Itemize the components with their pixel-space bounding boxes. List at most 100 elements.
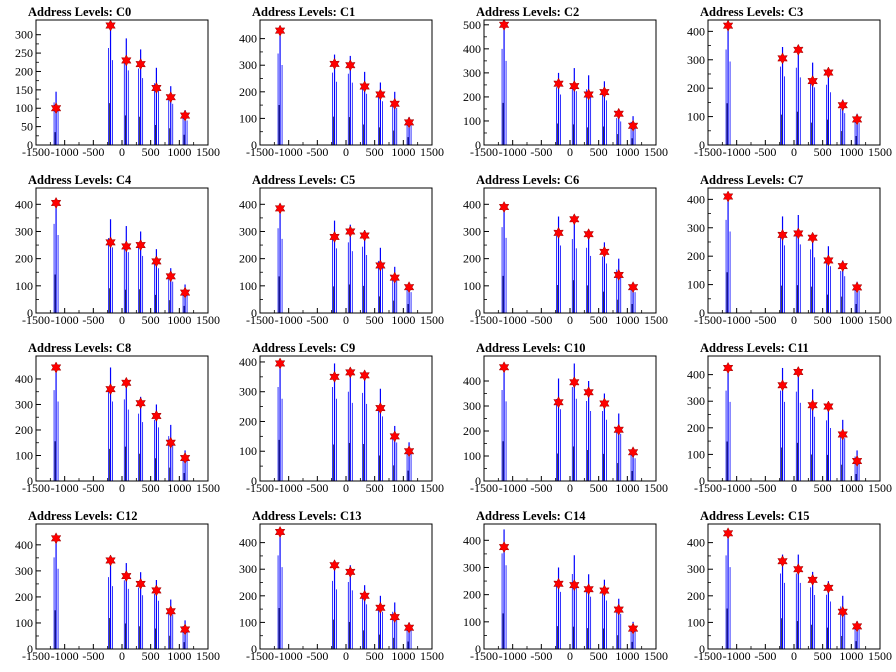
- x-tick-label: 1500: [868, 649, 892, 663]
- histogram-bar: [362, 230, 368, 313]
- x-tick-label: -500: [306, 649, 328, 663]
- peak-marker: [569, 376, 580, 389]
- peak-marker: [793, 563, 804, 576]
- y-tick-label: 0: [251, 474, 257, 488]
- y-tick-label: 300: [239, 224, 257, 238]
- x-tick-label: 1500: [420, 481, 444, 495]
- histogram-bar: [332, 563, 337, 649]
- y-tick-label: 300: [687, 221, 705, 235]
- plot-frame: [483, 187, 657, 314]
- peak-marker: [121, 376, 132, 389]
- peak-marker: [851, 113, 863, 126]
- histogram-bar: [277, 30, 283, 145]
- y-tick-label: 0: [699, 306, 705, 320]
- y-tick-label: 400: [463, 42, 481, 56]
- y-tick-label: 200: [15, 64, 33, 78]
- y-tick-label: 0: [699, 642, 705, 656]
- y-tick-label: 0: [27, 306, 33, 320]
- histogram-plot: 0 100 200 300 400 -1500 -1000 -500 0 500 1000 1500: [15, 523, 220, 663]
- histogram-bar: [810, 62, 816, 145]
- y-tick-label: 400: [687, 536, 705, 550]
- x-tick-label: 0: [791, 145, 797, 159]
- peak-marker: [345, 225, 356, 238]
- panel-title: Address Levels: C13: [252, 509, 362, 523]
- peak-marker: [121, 240, 132, 253]
- y-tick-label: 0: [475, 642, 481, 656]
- histogram-bar: [392, 266, 398, 313]
- histogram-plot: 0 100 200 300 400 -1500 -1000 -500 0 500 1000 1500: [239, 355, 444, 495]
- peak-marker: [389, 271, 400, 284]
- peak-marker: [165, 91, 176, 104]
- x-tick-label: 1500: [420, 313, 444, 327]
- x-tick-label: 1500: [196, 481, 220, 495]
- x-tick-label: 500: [142, 145, 160, 159]
- x-tick-label: 1500: [196, 145, 220, 159]
- y-tick-label: 100: [239, 444, 257, 458]
- y-tick-label: 400: [463, 533, 481, 547]
- x-tick-label: -1000: [723, 649, 751, 663]
- peak-marker: [329, 559, 340, 572]
- plot-frame: [707, 523, 881, 650]
- x-tick-label: 1000: [391, 481, 415, 495]
- peak-marker: [151, 409, 162, 422]
- histogram-bar: [153, 404, 159, 481]
- y-tick-label: 200: [687, 249, 705, 263]
- panel-title: Address Levels: C10: [476, 341, 586, 355]
- peak-marker: [498, 200, 510, 214]
- peak-marker: [105, 19, 116, 32]
- y-tick-label: 150: [15, 83, 33, 97]
- y-tick-label: 400: [239, 536, 257, 550]
- x-tick-label: 500: [590, 481, 608, 495]
- peak-marker: [851, 455, 863, 468]
- histogram-bar: [571, 68, 577, 145]
- peak-marker: [553, 577, 564, 590]
- y-tick-label: 100: [687, 615, 705, 629]
- x-tick-label: 1000: [615, 481, 639, 495]
- y-tick-label: 200: [463, 90, 481, 104]
- histogram-bar: [362, 370, 368, 481]
- histogram-bar: [780, 554, 785, 649]
- histogram-plot: 0 100 200 300 400 -1500 -1000 -500 0 500 1000 1500: [15, 187, 220, 327]
- peak-marker: [777, 555, 788, 568]
- histogram-panel: 0 100 200 300 400 500 -1500 -1000 -500 0 500 1000 15…: [448, 0, 672, 168]
- peak-marker: [50, 361, 62, 374]
- x-tick-label: 0: [791, 313, 797, 327]
- peak-marker: [777, 52, 788, 65]
- x-tick-label: 1000: [839, 313, 863, 327]
- x-tick-label: -1500: [470, 649, 498, 663]
- peak-marker: [807, 75, 818, 88]
- y-tick-label: 0: [475, 474, 481, 488]
- x-tick-label: 0: [119, 481, 125, 495]
- histogram-bar: [586, 75, 592, 145]
- peak-marker: [345, 565, 356, 578]
- peak-marker: [179, 109, 191, 122]
- x-tick-label: -1500: [694, 145, 722, 159]
- x-tick-label: -1000: [51, 313, 79, 327]
- x-tick-label: 1000: [391, 145, 415, 159]
- panel-title: Address Levels: C5: [252, 173, 356, 187]
- histogram-bar: [501, 24, 507, 145]
- peak-marker: [274, 525, 286, 539]
- y-tick-label: 400: [687, 192, 705, 206]
- peak-marker: [823, 400, 834, 413]
- peak-marker: [375, 259, 386, 272]
- peak-marker: [553, 396, 564, 409]
- panel-title: Address Levels: C7: [700, 173, 804, 187]
- peak-marker: [50, 102, 62, 115]
- histogram-panel: 0 100 200 300 400 -1500 -1000 -500 0 500 1000 1500 A…: [672, 504, 896, 672]
- peak-marker: [823, 66, 834, 79]
- x-tick-label: 1000: [167, 145, 191, 159]
- y-tick-label: 300: [239, 58, 257, 72]
- x-tick-label: 500: [590, 649, 608, 663]
- panel-title: Address Levels: C12: [28, 509, 138, 523]
- peak-marker: [105, 236, 116, 249]
- plot-frame: [259, 187, 433, 314]
- peak-marker: [165, 605, 176, 618]
- x-tick-label: 0: [343, 649, 349, 663]
- peak-marker: [627, 622, 639, 635]
- y-tick-label: 300: [463, 66, 481, 80]
- x-tick-label: -1000: [51, 145, 79, 159]
- x-tick-label: 0: [567, 481, 573, 495]
- x-tick-label: -500: [82, 145, 104, 159]
- x-tick-label: -1500: [22, 649, 50, 663]
